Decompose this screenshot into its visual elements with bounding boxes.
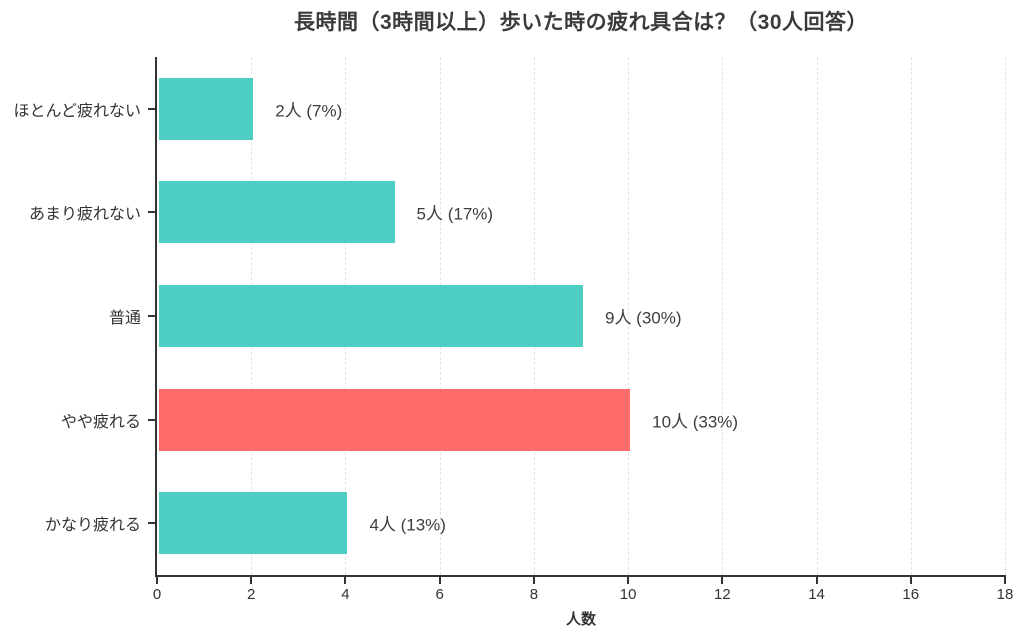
x-tick-label: 8 (529, 586, 539, 603)
x-tick-label: 18 (996, 586, 1014, 603)
y-tick-label: 普通 (108, 310, 141, 327)
y-tick-label: かなり疲れる (44, 517, 141, 535)
x-gridline (816, 57, 818, 575)
x-tick-mark (156, 577, 158, 584)
x-gridline (628, 57, 630, 575)
bar-ほとんど疲れない (159, 78, 253, 140)
x-tick-mark (1004, 577, 1006, 584)
y-tick-mark (148, 419, 155, 421)
y-tick-label: ほとんど疲れない (13, 102, 141, 120)
x-tick-mark (250, 577, 253, 584)
bar-value-label: 2人 (7%) (275, 101, 343, 121)
x-tick-label: 10 (619, 586, 637, 603)
x-tick-label: 14 (808, 586, 825, 603)
y-axis-spine (155, 57, 157, 577)
y-tick-mark (148, 211, 155, 213)
x-tick-label: 0 (152, 586, 162, 603)
x-gridline (722, 57, 724, 575)
bar-あまり疲れない (159, 181, 395, 243)
x-tick-label: 16 (902, 586, 920, 603)
x-tick-label: 2 (247, 586, 256, 603)
x-tick-mark (721, 577, 724, 584)
y-tick-label: やや疲れる (60, 413, 141, 431)
x-tick-label: 4 (341, 586, 350, 603)
x-axis-spine (155, 575, 1006, 577)
bar-value-label: 10人 (33%) (652, 412, 739, 432)
y-tick-mark (148, 522, 155, 524)
x-tick-mark (627, 577, 630, 584)
bar-value-label: 9人 (30%) (605, 308, 682, 328)
x-tick-label: 6 (435, 586, 444, 603)
bar-value-label: 4人 (13%) (369, 515, 446, 535)
x-tick-label: 12 (713, 586, 731, 603)
y-axis-labels: ほとんど疲れないあまり疲れない普通やや疲れるかなり疲れる (0, 0, 141, 636)
x-tick-mark (815, 577, 818, 584)
bar-かなり疲れる (159, 492, 347, 554)
y-tick-label: あまり疲れない (28, 206, 141, 224)
chart-title: 長時間（3時間以上）歩いた時の疲れ具合は？（30人回答） (293, 11, 869, 34)
y-tick-mark (148, 315, 155, 317)
bar-普通 (159, 285, 583, 347)
x-gridline (1005, 57, 1006, 575)
x-tick-mark (344, 577, 347, 584)
x-axis-title: 人数 (565, 611, 596, 628)
x-tick-mark (532, 577, 535, 584)
x-gridline (910, 57, 912, 575)
bar-value-label: 5人 (17%) (416, 204, 494, 224)
x-tick-mark (438, 577, 441, 584)
x-tick-mark (909, 577, 912, 584)
y-tick-mark (148, 108, 155, 110)
bar-やや疲れる (159, 389, 630, 451)
